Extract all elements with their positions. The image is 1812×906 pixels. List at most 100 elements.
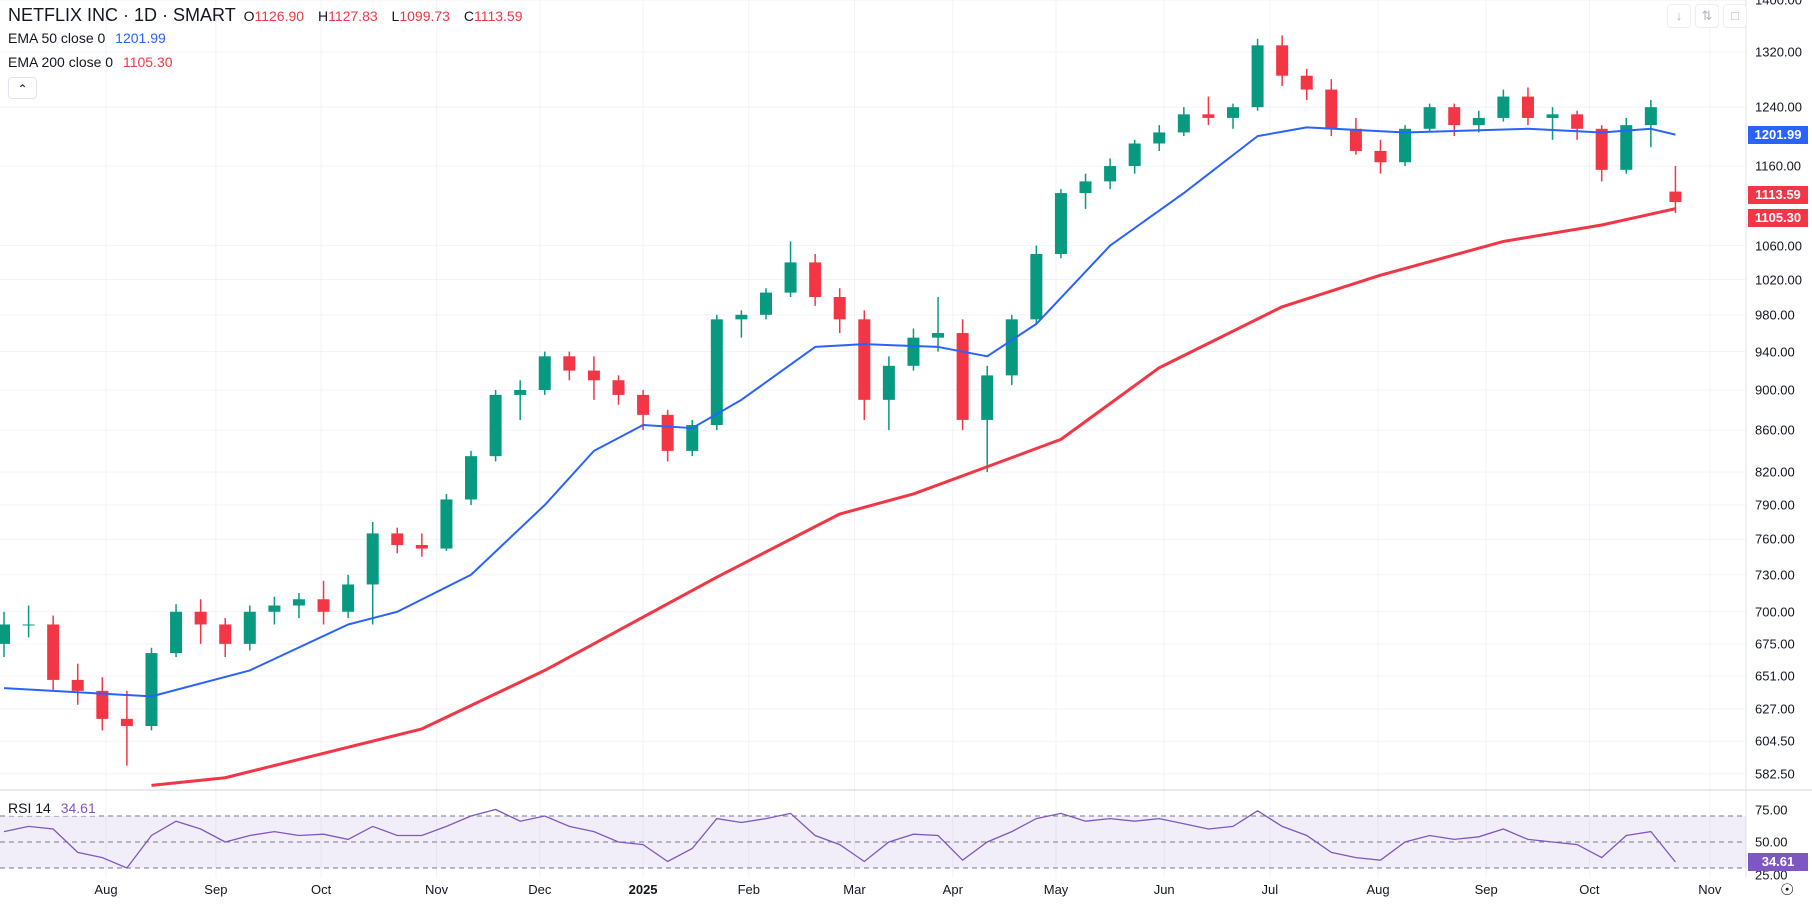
candle-body xyxy=(47,624,60,680)
collapse-legend-button[interactable]: ⌃ xyxy=(8,77,37,99)
candle-body xyxy=(686,424,699,451)
price-tick-label: 1060.00 xyxy=(1755,238,1802,254)
price-tick-label: 604.50 xyxy=(1755,733,1795,749)
symbol-legend: NETFLIX INC · 1D · SMART O1126.90 H1127.… xyxy=(8,5,529,26)
candle-body xyxy=(1595,128,1608,170)
rsi-tick-label: 75.00 xyxy=(1755,802,1788,817)
candle-body xyxy=(1300,75,1313,90)
time-tick-label: Jul xyxy=(1261,882,1279,897)
candle-body xyxy=(366,533,379,585)
collapse-pane-button[interactable]: ⇅ xyxy=(1695,4,1719,28)
ema200-value: 1105.30 xyxy=(122,54,173,70)
candle-body xyxy=(932,333,945,338)
candle-body xyxy=(1472,117,1485,126)
ema50-label: EMA 50 close 0 xyxy=(8,30,106,46)
candle-body xyxy=(563,356,576,371)
rsi-label: RSI 14 xyxy=(8,800,51,816)
candle-body xyxy=(71,679,84,691)
candle-body xyxy=(22,624,35,626)
scroll-down-button[interactable]: ↓ xyxy=(1667,4,1691,28)
rsi-tick-label: 50.00 xyxy=(1755,834,1788,850)
price-tick-label: 760.00 xyxy=(1755,531,1795,547)
time-tick-label: Jun xyxy=(1153,882,1175,897)
candle-body xyxy=(1030,253,1043,320)
open-value: 1126.90 xyxy=(254,8,305,24)
candle-body xyxy=(415,545,428,549)
arrow-down-icon: ↓ xyxy=(1675,8,1683,23)
candle-body xyxy=(1349,128,1362,151)
candle-body xyxy=(637,394,650,415)
candle-body xyxy=(1374,150,1387,163)
price-tick-label: 651.00 xyxy=(1755,668,1795,684)
price-tick-label: 675.00 xyxy=(1755,636,1795,652)
rsi-legend[interactable]: RSI 14 34.61 xyxy=(8,800,96,816)
candle-body xyxy=(268,605,281,612)
candle-body xyxy=(710,319,723,425)
ema200-line xyxy=(151,207,1676,787)
maximize-pane-button[interactable]: □ xyxy=(1723,4,1747,28)
candle-body xyxy=(1571,114,1584,129)
candle-body xyxy=(1448,107,1461,126)
candle-body xyxy=(292,599,305,606)
candle-body xyxy=(145,653,158,727)
price-label: 1113.59 xyxy=(1748,186,1808,205)
symbol-title[interactable]: NETFLIX INC · 1D · SMART xyxy=(8,5,236,25)
price-tick-label: 1160.00 xyxy=(1755,158,1802,174)
time-tick-label: May xyxy=(1043,882,1069,897)
price-tick-label: 1400.00 xyxy=(1755,0,1802,8)
price-tick-label: 980.00 xyxy=(1755,307,1795,323)
high-value: 1127.83 xyxy=(328,8,378,24)
high-label: H xyxy=(317,8,329,24)
candle-body xyxy=(440,499,453,549)
open-label: O xyxy=(243,8,255,24)
time-tick-label: Oct xyxy=(1579,882,1600,897)
time-tick-label: Nov xyxy=(1698,882,1722,897)
collapse-icon: ⇅ xyxy=(1701,8,1713,23)
price-tick-label: 820.00 xyxy=(1755,464,1795,480)
time-tick-label: Feb xyxy=(737,882,760,897)
rsi-value: 34.61 xyxy=(60,800,96,816)
price-tick-label: 1320.00 xyxy=(1755,44,1802,60)
candle-body xyxy=(1644,107,1657,126)
price-tick-label: 582.50 xyxy=(1755,766,1795,782)
time-tick-label: Mar xyxy=(843,882,866,897)
candle-body xyxy=(1325,89,1338,129)
candle-body xyxy=(1079,181,1092,194)
candle-body xyxy=(882,365,895,400)
ema200-legend[interactable]: EMA 200 close 0 1105.30 xyxy=(8,54,173,70)
time-tick-label: Nov xyxy=(425,882,449,897)
candle-body xyxy=(1669,191,1682,203)
close-label: C xyxy=(463,8,474,24)
candle-body xyxy=(1227,107,1239,118)
candle-body xyxy=(1054,193,1067,254)
candle-body xyxy=(1521,96,1534,118)
ema200-label: EMA 200 close 0 xyxy=(8,54,114,70)
low-value: 1099.73 xyxy=(399,8,450,24)
chevron-up-icon: ⌃ xyxy=(17,82,28,96)
price-tick-label: 940.00 xyxy=(1755,344,1795,360)
candle-body xyxy=(1005,319,1018,376)
candle-body xyxy=(1177,114,1190,133)
candle-body xyxy=(784,262,797,293)
settings-icon[interactable]: ☉ xyxy=(1780,882,1795,899)
candle-body xyxy=(735,314,748,320)
candle-body xyxy=(907,337,920,366)
candle-body xyxy=(465,456,478,500)
candle-body xyxy=(489,394,502,457)
price-label: 1105.30 xyxy=(1748,208,1808,227)
price-tick-label: 730.00 xyxy=(1755,567,1795,583)
ema50-legend[interactable]: EMA 50 close 0 1201.99 xyxy=(8,30,166,46)
candle-body xyxy=(0,624,10,644)
time-tick-label: Sep xyxy=(204,882,228,897)
candle-body xyxy=(1399,128,1412,163)
candle-body xyxy=(587,370,600,381)
price-tick-label: 790.00 xyxy=(1755,497,1795,513)
candle-body xyxy=(243,611,256,644)
candle-body xyxy=(661,414,674,451)
price-tick-label: 1020.00 xyxy=(1755,272,1802,288)
candle-body xyxy=(1423,107,1436,129)
candle-body xyxy=(612,380,625,395)
candle-body xyxy=(833,297,846,320)
candle-body xyxy=(170,611,183,654)
